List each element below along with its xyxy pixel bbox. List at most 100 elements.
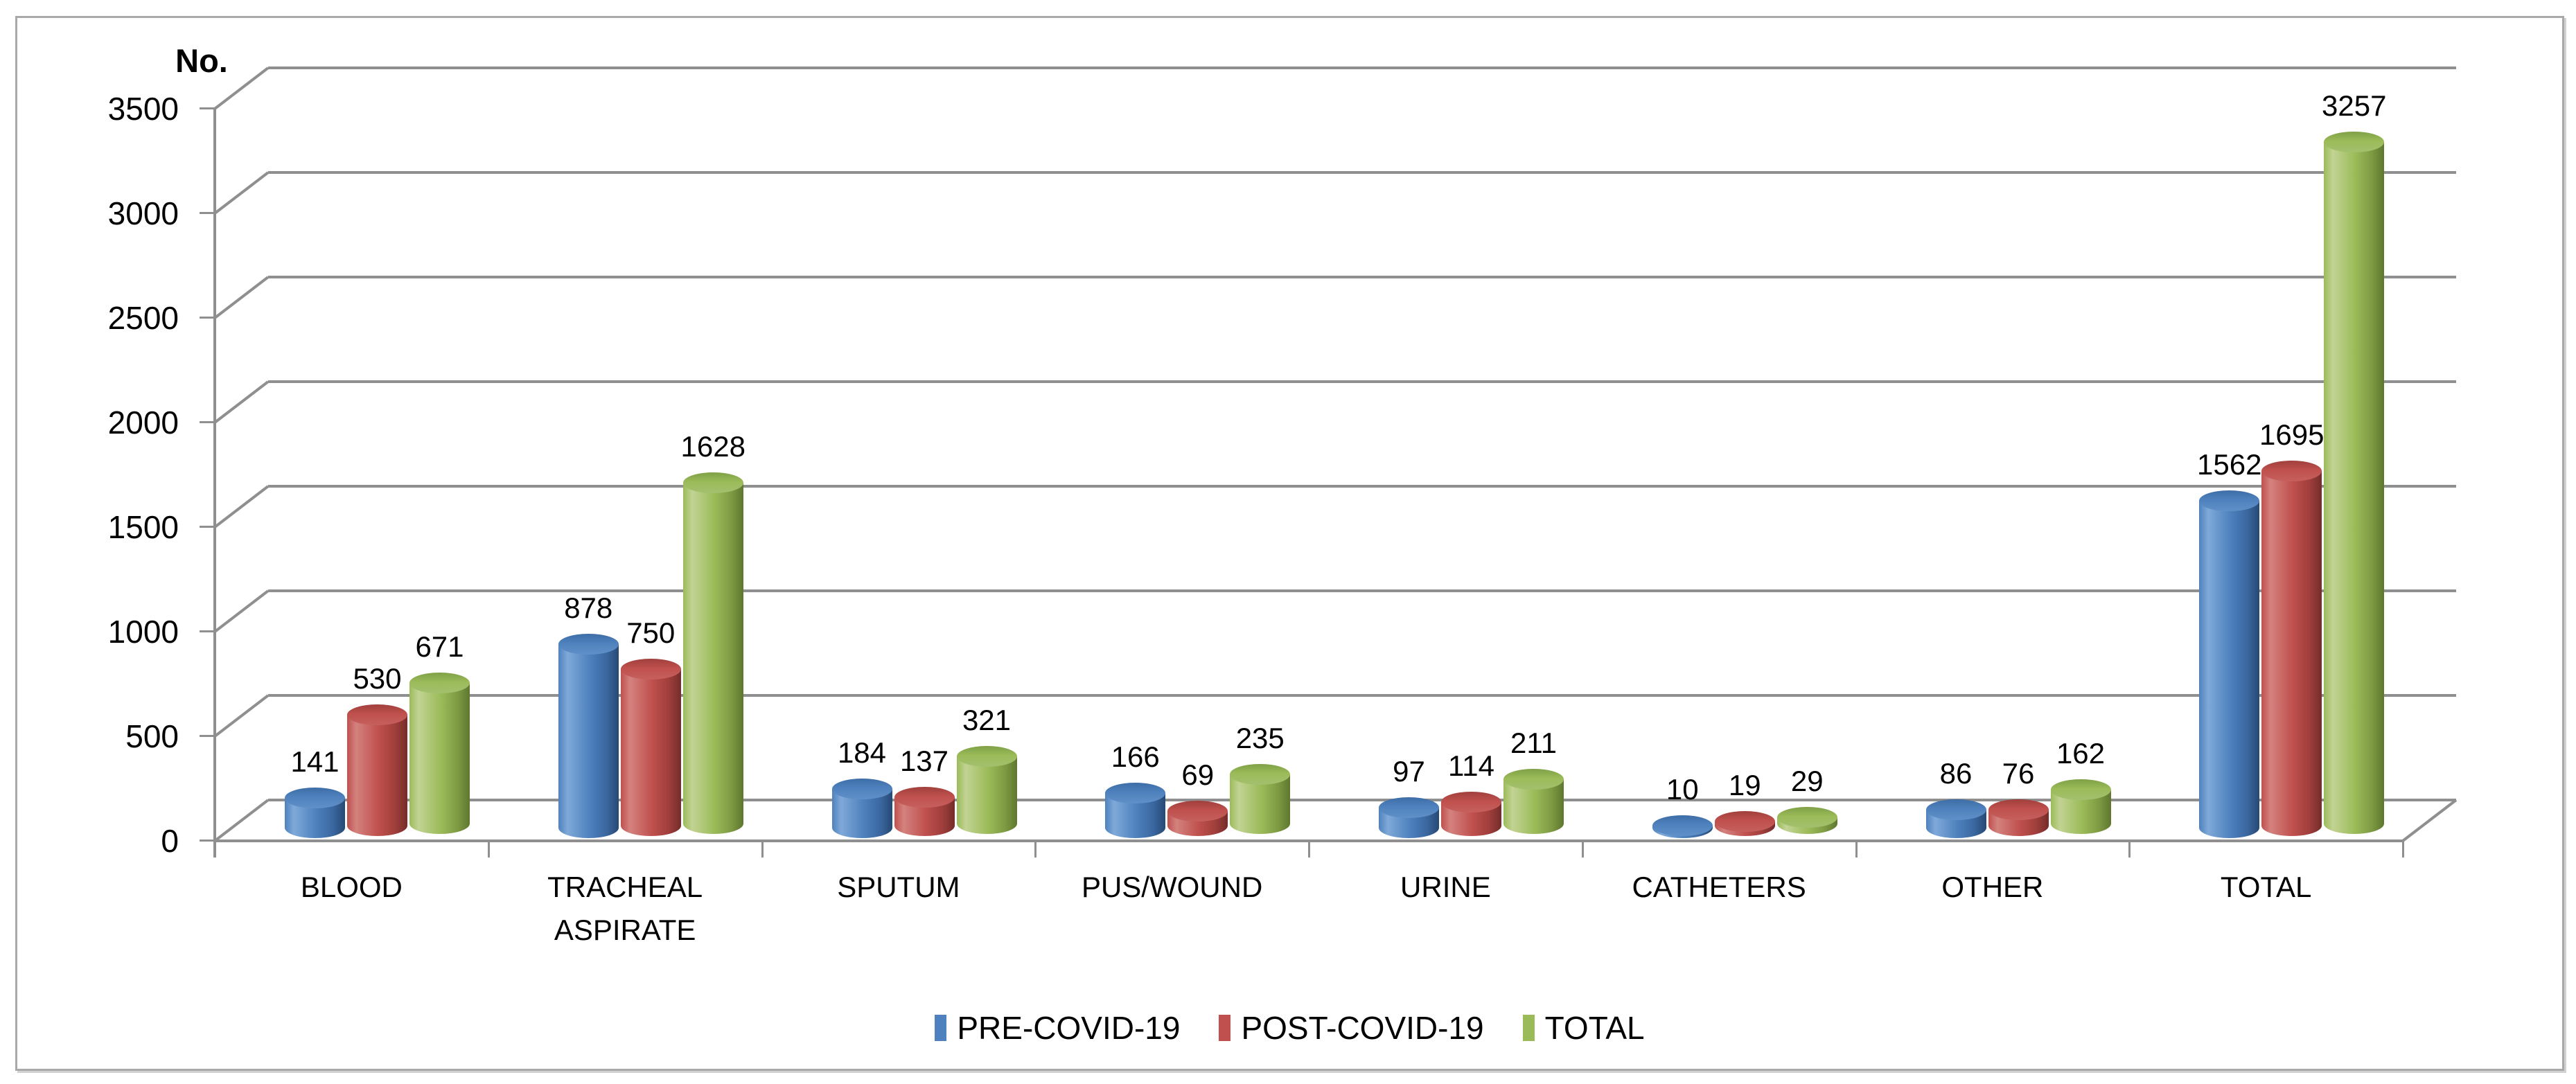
y-axis-tick [200, 212, 215, 214]
data-label: 1628 [680, 430, 746, 463]
cylinder-top-cap [2199, 490, 2260, 512]
data-label: 86 [1939, 757, 1973, 790]
y-tick-label: 2500 [107, 300, 179, 336]
legend-item-pre-covid-19: PRE-COVID-19 [935, 1012, 1180, 1044]
x-axis-tick [1308, 841, 1310, 858]
data-label: 137 [899, 744, 949, 777]
data-label: 10 [1666, 772, 1699, 806]
cylinder-top-cap [620, 658, 681, 679]
data-label: 166 [1111, 740, 1160, 773]
cylinder-top-cap [409, 673, 470, 694]
y-axis-tick [200, 630, 215, 632]
cylinder-top-cap [1776, 807, 1837, 828]
cylinder-body [347, 714, 407, 826]
cylinder-top-cap [1441, 791, 1501, 812]
cylinder-body [956, 756, 1017, 824]
cylinder-top-cap [1988, 799, 2049, 821]
y-gridline-back [268, 66, 2456, 69]
cylinder-top-cap [1105, 782, 1166, 803]
x-axis-tick [1034, 841, 1037, 858]
y-axis-title: No. [175, 42, 228, 79]
cylinder-top-cap [1379, 797, 1439, 818]
y-tick-label: 1500 [107, 509, 179, 545]
data-label: 235 [1235, 722, 1285, 755]
data-label: 3257 [2322, 89, 2387, 123]
y-axis-line [213, 107, 216, 858]
data-label: 29 [1790, 765, 1824, 798]
cylinder-body [558, 643, 619, 828]
y-gridline-side [213, 694, 270, 738]
y-tick-label: 0 [161, 823, 179, 859]
data-label: 76 [2002, 757, 2035, 790]
data-label: 321 [962, 704, 1012, 737]
y-axis-tick [200, 421, 215, 423]
y-axis-tick [200, 317, 215, 319]
cylinder-top-cap [285, 788, 345, 809]
cylinder-top-cap [2324, 132, 2385, 153]
category-label: PUS/WOUND [1081, 871, 1263, 903]
legend-item-total: TOTAL [1522, 1010, 1645, 1046]
cylinder-top-cap [347, 704, 407, 725]
data-label: 184 [837, 736, 887, 770]
cylinder-top-cap [1714, 811, 1775, 833]
data-label: 114 [1448, 749, 1494, 782]
cylinder-top-cap [1230, 764, 1291, 785]
data-label: 19 [1728, 769, 1761, 802]
y-axis-tick [200, 526, 215, 528]
y-tick-label: 3000 [107, 195, 179, 231]
data-label: 162 [2056, 737, 2106, 770]
y-gridline-side [213, 171, 270, 215]
data-label: 878 [564, 591, 613, 624]
y-gridline-back [268, 171, 2456, 174]
data-label: 141 [290, 745, 339, 779]
floor-right-edge [2401, 799, 2458, 842]
cylinder-body [2324, 142, 2385, 824]
y-tick-label: 500 [125, 718, 179, 754]
y-gridline-side [213, 485, 270, 528]
x-axis-tick [2402, 841, 2404, 858]
data-label: 1562 [2197, 448, 2262, 481]
cylinder-top-cap [894, 786, 955, 808]
cylinder-top-cap [682, 472, 743, 494]
category-label: OTHER [1941, 871, 2044, 903]
x-axis-tick [1581, 841, 1584, 858]
y-gridline-side [213, 589, 270, 633]
cylinder-top-cap [2261, 461, 2322, 482]
y-axis-tick [200, 839, 215, 842]
data-label: 750 [626, 616, 676, 649]
category-label: TOTAL [2220, 871, 2312, 903]
cylinder-top-cap [2050, 779, 2111, 801]
data-label: 671 [415, 630, 464, 664]
x-axis-tick [214, 841, 216, 858]
x-axis-tick [487, 841, 490, 858]
y-gridline-back [268, 694, 2456, 697]
y-gridline-back [268, 276, 2456, 278]
x-axis-tick [1855, 841, 1858, 858]
legend-item-post-covid-19: POST-COVID-19 [1219, 1012, 1484, 1044]
legend-label: TOTAL [1544, 1010, 1645, 1046]
cylinder-top-cap [956, 746, 1017, 767]
legend-swatch-icon [935, 1015, 947, 1041]
plot-area: 3500 3000 2500 2000 1500 1000 500 0 BLOOD TRACHEA… [17, 18, 2562, 1069]
x-axis-tick [2128, 841, 2131, 858]
y-tick-label: 2000 [107, 405, 179, 441]
cylinder-top-cap [558, 633, 619, 655]
y-gridline-back [268, 589, 2456, 592]
y-tick-label: 1000 [107, 614, 179, 650]
data-label: 1695 [2259, 418, 2324, 452]
y-gridline-side [213, 799, 270, 842]
category-label: CATHETERS [1632, 871, 1806, 903]
cylinder-body [2199, 501, 2260, 828]
x-axis-tick [761, 841, 764, 858]
category-label: URINE [1400, 871, 1491, 903]
legend-label: PRE-COVID-19 [957, 1010, 1181, 1046]
y-gridline-back [268, 485, 2456, 488]
cylinder-body [682, 483, 743, 824]
y-gridline-side [213, 276, 270, 319]
y-gridline-back [268, 799, 2456, 801]
category-label: BLOOD [300, 871, 403, 903]
legend-swatch-icon [1522, 1015, 1535, 1041]
category-label: TRACHEAL ASPIRATE [547, 871, 703, 946]
legend: PRE-COVID-19 POST-COVID-19 TOTAL [17, 1007, 2562, 1049]
cylinder-top-cap [1503, 769, 1564, 790]
